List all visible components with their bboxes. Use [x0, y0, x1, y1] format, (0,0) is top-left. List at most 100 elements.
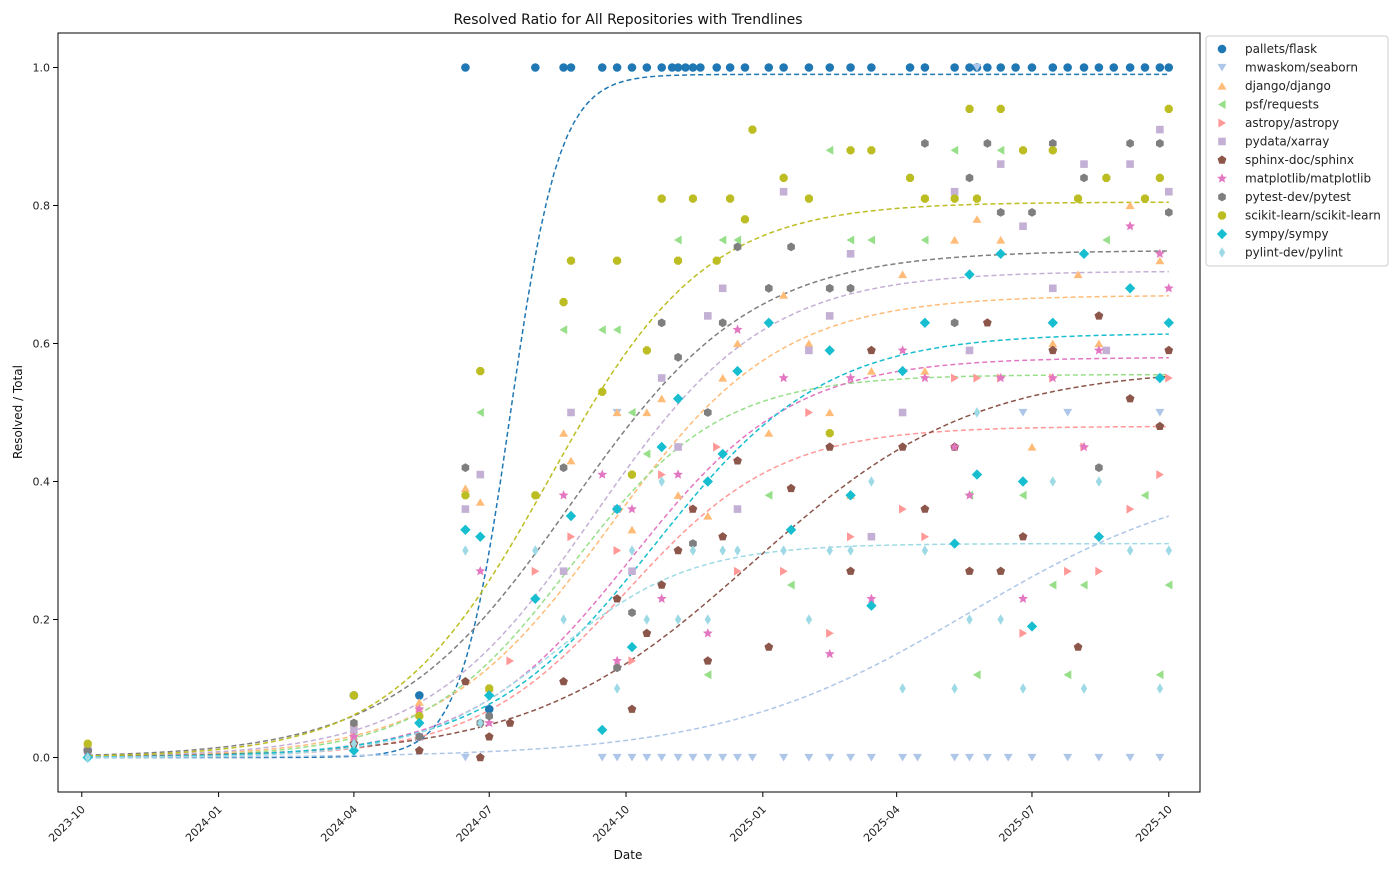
data-point — [733, 753, 742, 762]
data-point — [484, 704, 494, 714]
data-point — [996, 63, 1006, 72]
trendline — [87, 515, 1170, 759]
data-point — [566, 63, 576, 72]
data-point — [867, 345, 876, 355]
data-point — [1063, 63, 1072, 72]
data-point — [674, 443, 682, 451]
data-point — [1164, 104, 1173, 113]
data-point — [484, 717, 495, 728]
data-point — [997, 614, 1004, 625]
data-point — [919, 317, 931, 328]
data-point — [951, 683, 958, 694]
data-point — [642, 628, 652, 637]
data-point — [713, 442, 721, 452]
series-points — [84, 373, 1173, 756]
data-point — [598, 325, 606, 335]
data-point — [983, 139, 992, 148]
data-point — [921, 532, 929, 542]
data-point — [971, 469, 983, 480]
data-point — [1079, 63, 1089, 72]
data-point — [1155, 173, 1164, 182]
data-point — [1079, 441, 1089, 452]
data-point — [972, 194, 981, 203]
series-points — [83, 145, 1173, 756]
data-point — [484, 732, 494, 741]
data-point — [530, 593, 541, 604]
legend-marker — [1218, 137, 1226, 146]
data-point — [597, 469, 608, 479]
data-point — [1125, 201, 1135, 210]
data-point — [414, 704, 425, 714]
data-point — [920, 504, 930, 513]
data-point — [965, 63, 974, 72]
data-point — [898, 408, 907, 417]
data-point — [681, 63, 690, 72]
data-point — [1048, 146, 1057, 155]
data-point — [712, 63, 722, 72]
data-point — [913, 753, 922, 762]
data-point — [867, 63, 876, 72]
data-point — [949, 538, 960, 549]
series-points — [84, 407, 1172, 763]
data-point — [688, 63, 698, 72]
data-point — [1049, 476, 1056, 487]
data-point — [950, 145, 959, 155]
data-point — [846, 250, 855, 258]
data-point — [899, 683, 906, 694]
y-axis-title: Resolved / Total — [11, 365, 25, 459]
data-point — [559, 298, 568, 307]
data-point — [1156, 683, 1164, 694]
data-point — [785, 524, 797, 535]
data-point — [996, 566, 1006, 575]
legend-marker — [1217, 155, 1227, 164]
data-point — [1125, 221, 1136, 231]
data-point — [734, 545, 741, 556]
x-tick-label: 2025-01 — [727, 803, 769, 845]
data-point — [1017, 476, 1029, 487]
data-point — [779, 173, 788, 182]
data-point — [559, 567, 568, 575]
x-tick-label: 2025-10 — [1133, 803, 1175, 845]
data-point — [461, 463, 470, 473]
data-point — [628, 656, 636, 666]
data-point — [1093, 345, 1104, 355]
data-point — [786, 483, 796, 493]
data-point — [847, 532, 855, 542]
data-point — [825, 145, 834, 155]
data-point — [748, 125, 757, 134]
data-point — [597, 724, 608, 736]
data-point — [1019, 222, 1027, 230]
data-point — [505, 718, 515, 727]
data-point — [559, 463, 568, 473]
data-point — [349, 731, 359, 741]
data-point — [558, 490, 569, 500]
trendline — [87, 270, 1169, 758]
data-point — [1156, 470, 1164, 480]
data-point — [642, 753, 652, 762]
trendline — [87, 542, 1169, 759]
data-point — [1080, 173, 1088, 183]
data-point — [673, 469, 683, 479]
legend-box — [1205, 35, 1389, 267]
trendline — [87, 73, 1169, 759]
data-point — [704, 408, 712, 417]
data-point — [972, 670, 981, 680]
legend-label: pylint-dev/pylint — [1245, 246, 1343, 260]
data-point — [415, 712, 424, 721]
data-point — [779, 291, 789, 299]
data-point — [1163, 283, 1174, 293]
plot-area: 2023-10 2024-01 2024-04 2024-07 2024-10 2025-… — [33, 32, 1201, 845]
data-point — [1165, 187, 1173, 196]
data-point — [824, 345, 835, 356]
legend-label: scikit-learn/scikit-learn — [1245, 209, 1381, 223]
data-point — [657, 374, 666, 382]
legend-label: pallets/flask — [1245, 42, 1317, 56]
legend-label: pydata/xarray — [1245, 135, 1329, 149]
data-point — [414, 717, 425, 729]
data-point — [950, 63, 959, 72]
data-point — [1073, 642, 1083, 651]
data-point — [866, 753, 876, 762]
data-point — [506, 656, 515, 666]
data-point — [531, 566, 540, 576]
